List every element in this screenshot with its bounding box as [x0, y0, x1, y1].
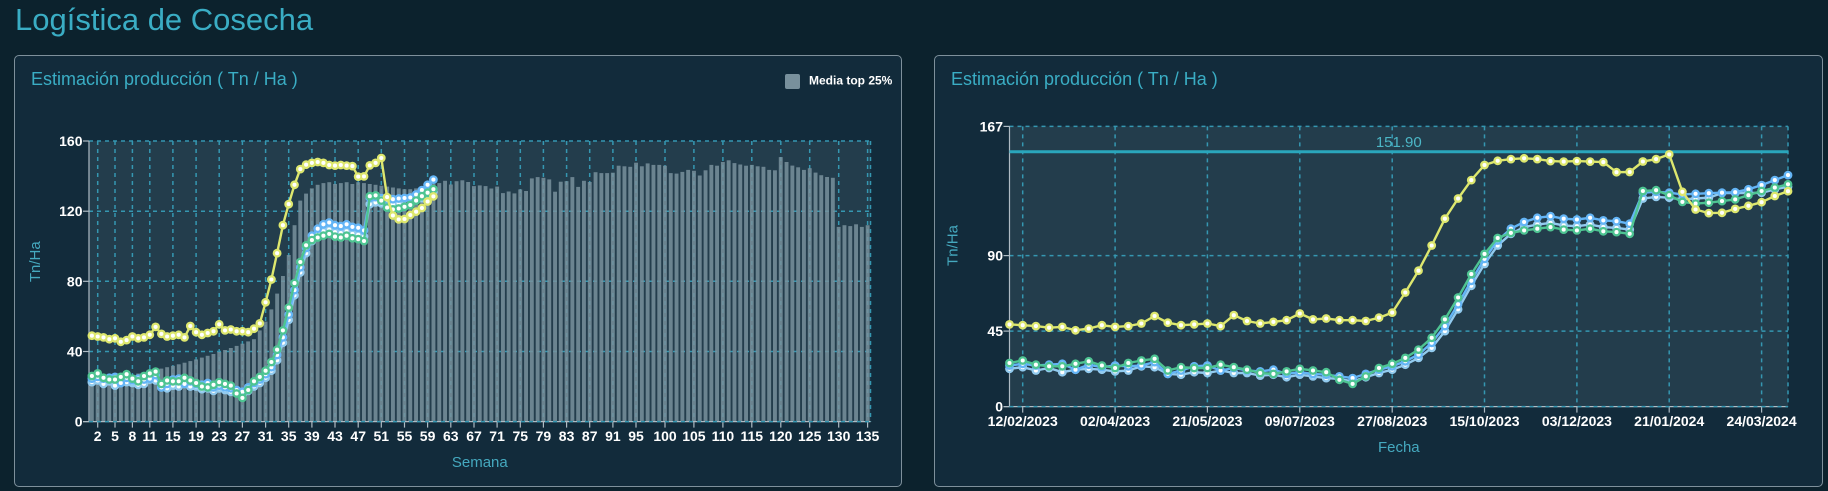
svg-text:75: 75: [513, 428, 529, 444]
svg-text:105: 105: [682, 428, 706, 444]
svg-text:110: 110: [712, 428, 735, 444]
svg-text:15: 15: [165, 428, 181, 444]
svg-text:90: 90: [987, 248, 1003, 264]
svg-text:100: 100: [653, 428, 677, 444]
svg-text:83: 83: [559, 428, 575, 444]
svg-text:55: 55: [397, 428, 413, 444]
svg-text:23: 23: [211, 428, 227, 444]
svg-text:11: 11: [142, 428, 157, 444]
svg-text:71: 71: [489, 428, 505, 444]
svg-text:47: 47: [350, 428, 366, 444]
svg-text:12/02/2023: 12/02/2023: [988, 413, 1058, 429]
svg-text:167: 167: [980, 118, 1004, 134]
svg-text:2: 2: [94, 428, 102, 444]
svg-text:27/08/2023: 27/08/2023: [1357, 413, 1427, 429]
svg-text:0: 0: [75, 414, 83, 430]
svg-text:Media top 25%: Media top 25%: [809, 74, 893, 88]
svg-text:67: 67: [466, 428, 482, 444]
svg-text:43: 43: [327, 428, 343, 444]
svg-text:03/12/2023: 03/12/2023: [1542, 413, 1612, 429]
svg-text:45: 45: [987, 323, 1003, 339]
svg-text:24/03/2024: 24/03/2024: [1727, 413, 1797, 429]
svg-text:135: 135: [856, 428, 880, 444]
svg-text:15/10/2023: 15/10/2023: [1449, 413, 1519, 429]
svg-text:35: 35: [281, 428, 297, 444]
svg-text:51: 51: [374, 428, 390, 444]
svg-text:63: 63: [443, 428, 459, 444]
svg-text:125: 125: [798, 428, 822, 444]
svg-text:160: 160: [59, 133, 83, 149]
svg-text:21/05/2023: 21/05/2023: [1172, 413, 1242, 429]
svg-text:19: 19: [188, 428, 204, 444]
svg-text:87: 87: [582, 428, 598, 444]
svg-text:130: 130: [827, 428, 851, 444]
svg-text:120: 120: [59, 203, 83, 219]
svg-text:40: 40: [67, 344, 83, 360]
svg-text:5: 5: [111, 428, 119, 444]
svg-text:91: 91: [605, 428, 621, 444]
svg-text:21/01/2024: 21/01/2024: [1634, 413, 1704, 429]
svg-text:39: 39: [304, 428, 320, 444]
svg-text:59: 59: [420, 428, 436, 444]
svg-text:09/07/2023: 09/07/2023: [1265, 413, 1335, 429]
svg-text:95: 95: [628, 428, 644, 444]
svg-text:80: 80: [67, 273, 83, 289]
svg-text:02/04/2023: 02/04/2023: [1080, 413, 1150, 429]
svg-text:Semana: Semana: [452, 454, 509, 471]
svg-text:115: 115: [741, 428, 764, 444]
svg-text:27: 27: [235, 428, 251, 444]
svg-text:79: 79: [536, 428, 552, 444]
svg-text:Tn/Ha: Tn/Ha: [27, 241, 44, 283]
svg-text:31: 31: [258, 428, 274, 444]
svg-text:Tn/Ha: Tn/Ha: [945, 224, 962, 266]
svg-text:151.90: 151.90: [1376, 134, 1422, 151]
svg-text:8: 8: [129, 428, 137, 444]
svg-text:0: 0: [995, 399, 1003, 415]
svg-text:120: 120: [769, 428, 793, 444]
svg-text:Fecha: Fecha: [1378, 439, 1420, 456]
